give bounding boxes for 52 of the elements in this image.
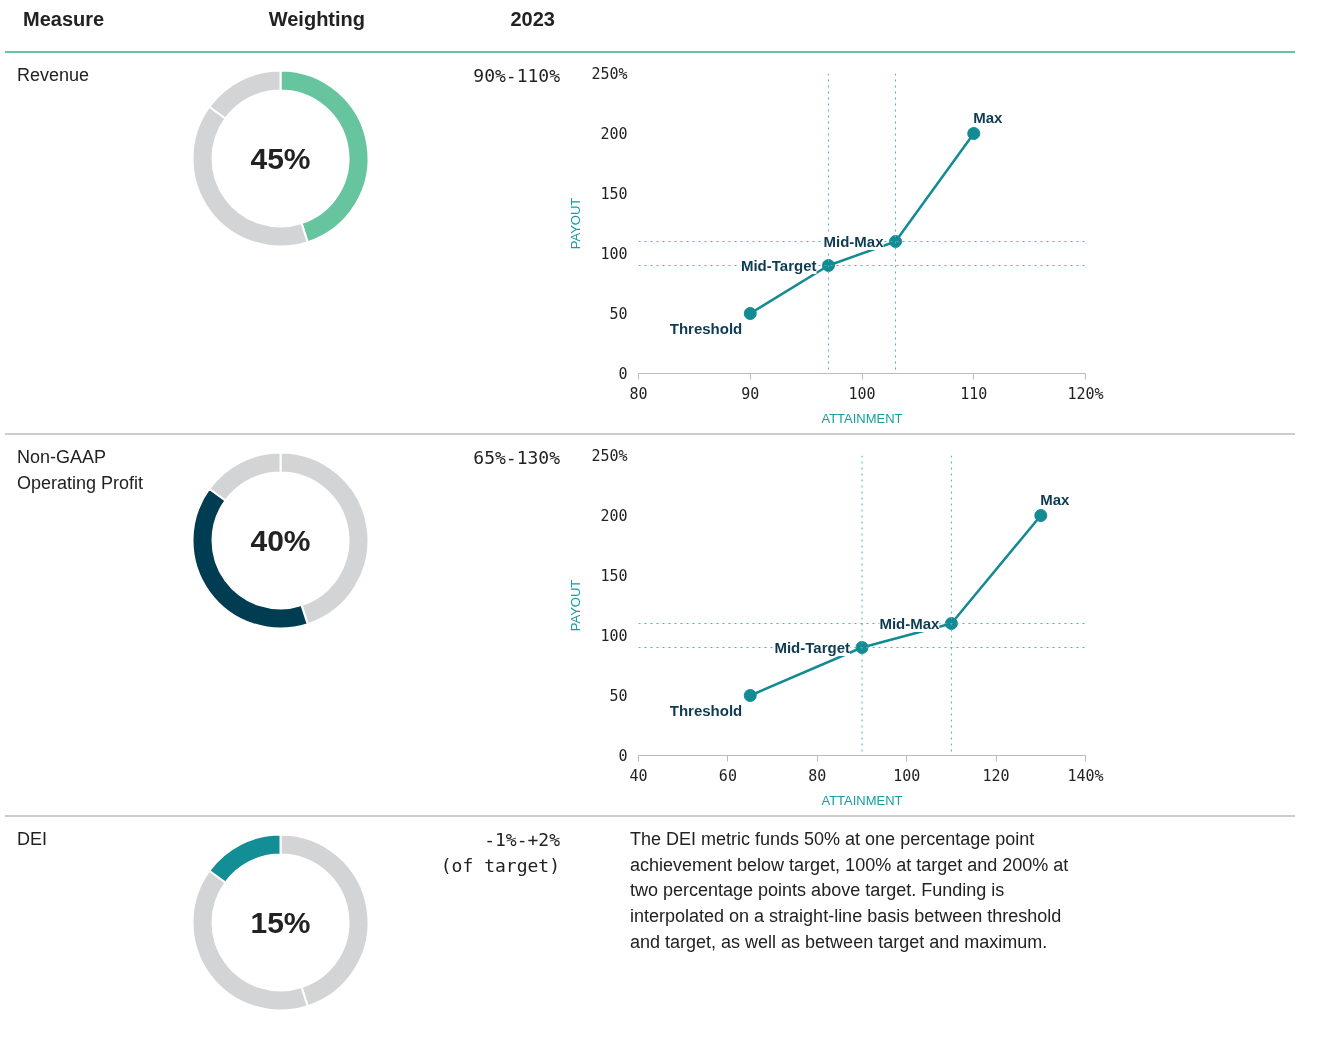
y-axis-title: PAYOUT bbox=[568, 579, 584, 632]
x-tick-label: 100 bbox=[893, 766, 921, 785]
annotation: Threshold bbox=[669, 319, 743, 337]
annotation: Threshold bbox=[669, 701, 743, 719]
annotation: Max bbox=[1040, 490, 1071, 508]
y-tick-label: 150 bbox=[600, 566, 628, 585]
y-tick-label: 100 bbox=[600, 244, 628, 263]
y-tick-label: 100 bbox=[600, 626, 628, 645]
x-tick-label: 40 bbox=[629, 766, 648, 785]
y-tick-label: 200 bbox=[600, 506, 628, 525]
annotation: Mid-Target bbox=[774, 639, 851, 656]
point bbox=[967, 127, 981, 140]
y-tick-label: 150 bbox=[600, 184, 628, 203]
y-tick-label: 50 bbox=[609, 304, 628, 323]
text: 40% bbox=[250, 524, 311, 557]
x-tick-label: 90 bbox=[741, 384, 760, 403]
point bbox=[743, 307, 757, 320]
text: 45% bbox=[250, 142, 311, 175]
x-tick-label: 120% bbox=[1067, 384, 1104, 403]
text: 90%-110% bbox=[473, 64, 560, 88]
y-axis-title: PAYOUT bbox=[568, 197, 584, 250]
point bbox=[743, 689, 757, 702]
x-axis-title: ATTAINMENT bbox=[821, 410, 903, 426]
y-tick-label: 250% bbox=[591, 64, 628, 83]
point bbox=[1034, 509, 1048, 522]
annotation: Max bbox=[973, 108, 1003, 126]
y-tick-label: 250% bbox=[591, 446, 628, 465]
chart-title: Revenue bbox=[17, 64, 90, 87]
text: 2023 bbox=[510, 7, 555, 32]
text: Measure bbox=[23, 7, 105, 32]
x-tick-label: 100 bbox=[848, 384, 876, 403]
text: DEI bbox=[17, 828, 48, 851]
x-tick-label: 140% bbox=[1067, 766, 1104, 785]
text: Weighting bbox=[268, 7, 365, 32]
chart-title: Non-GAAP Operating Profit bbox=[17, 446, 145, 495]
annotation: Mid-Max bbox=[823, 233, 885, 250]
y-tick-label: 50 bbox=[609, 686, 628, 705]
y-tick-label: 0 bbox=[618, 746, 628, 765]
text: 15% bbox=[250, 906, 311, 939]
annotation: Mid-Max bbox=[879, 615, 941, 632]
y-tick-label: 0 bbox=[618, 364, 628, 383]
x-tick-label: 80 bbox=[629, 384, 648, 403]
annotation: Mid-Target bbox=[740, 257, 817, 274]
x-axis-title: ATTAINMENT bbox=[821, 792, 903, 808]
x-tick-label: 110 bbox=[960, 384, 988, 403]
text: -1%-+2% (of target) bbox=[440, 828, 560, 878]
x-tick-label: 120 bbox=[982, 766, 1010, 785]
text: 65%-130% bbox=[473, 446, 560, 470]
x-tick-label: 60 bbox=[718, 766, 737, 785]
x-tick-label: 80 bbox=[808, 766, 827, 785]
y-tick-label: 200 bbox=[600, 124, 628, 143]
text: The DEI metric funds 50% at one percentage point achievement below target, 100% at target and 200% at two percentage points above target. Funding is interpolated on a straight-line basis between threshold and target, as well as between target and maximum. bbox=[630, 828, 1070, 954]
